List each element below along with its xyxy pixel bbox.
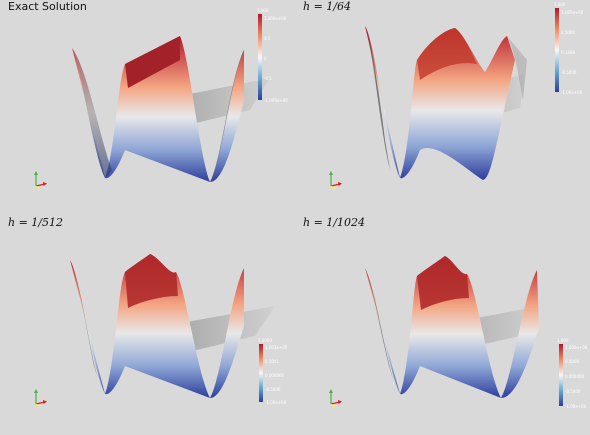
colorbar-tick: 1.000 (257, 8, 269, 13)
color-bar (555, 8, 559, 92)
colorbar-tick: -1.06e+00 (561, 90, 583, 95)
orientation-axes-icon (34, 171, 47, 190)
surface-plot (72, 36, 270, 183)
colorbar-tick: 1.000e+00 (565, 345, 588, 350)
color-bar (258, 14, 262, 100)
orientation-axes-icon (329, 171, 342, 190)
surface-plot (365, 26, 527, 180)
panel-title: h = 1/512 (8, 216, 63, 229)
panel-title: Exact Solution (8, 0, 87, 13)
colorbar-tick: 0.1486 (561, 50, 575, 55)
colorbar-tick: 0.5000 (561, 30, 575, 35)
panel-exact-solution: Exact Solution 1.000 1.000e+00 0.5 0 -0.… (0, 0, 295, 216)
colorbar-tick: -0.5000 (565, 389, 581, 394)
colorbar-tick: 1.000 (557, 338, 569, 343)
surface-plot (70, 254, 275, 398)
panel-h-1-64: h = 1/64 1.000 1.085e+00 0.5000 0.1486 -… (295, 0, 590, 216)
colorbar-tick: 0 (264, 56, 267, 61)
colorbar-tick: 0.000000 (565, 374, 585, 379)
colorbar-tick: 1.085e+00 (561, 10, 584, 15)
orientation-axes-icon (329, 389, 342, 408)
colorbar-tick: 0.5000 (565, 359, 579, 364)
panel-title: h = 1/1024 (303, 216, 365, 229)
colorbar-tick: -1.00e+00 (565, 404, 587, 409)
color-bar (559, 344, 563, 406)
colorbar-tick: 0.000000 (265, 373, 285, 378)
colorbar-tick: -1.000e+00 (264, 98, 288, 103)
colorbar-tick: 1.003e+00 (265, 345, 288, 350)
colorbar-tick: 0.5001 (265, 359, 279, 364)
colorbar-tick: 0.5 (264, 36, 271, 41)
colorbar-tick: 1.0000 (258, 338, 272, 343)
colorbar-tick: -1.00e+00 (265, 400, 287, 405)
colorbar-tick: -0.5 (264, 76, 272, 81)
colorbar-tick: 1.000 (554, 2, 566, 7)
colorbar-tick: -0.5000 (265, 387, 281, 392)
color-bar (259, 344, 263, 402)
orientation-axes-icon (34, 389, 47, 408)
panel-h-1-1024: h = 1/1024 1.000 1.000e+00 0.5000 0.0000… (295, 216, 590, 432)
colorbar-tick: 1.000e+00 (264, 16, 287, 21)
panel-h-1-512: h = 1/512 1.0000 1.003e+00 0.5001 0.0000… (0, 216, 295, 432)
panel-title: h = 1/64 (303, 0, 351, 13)
colorbar-tick: -0.5000 (561, 70, 577, 75)
surface-plot (365, 256, 540, 398)
